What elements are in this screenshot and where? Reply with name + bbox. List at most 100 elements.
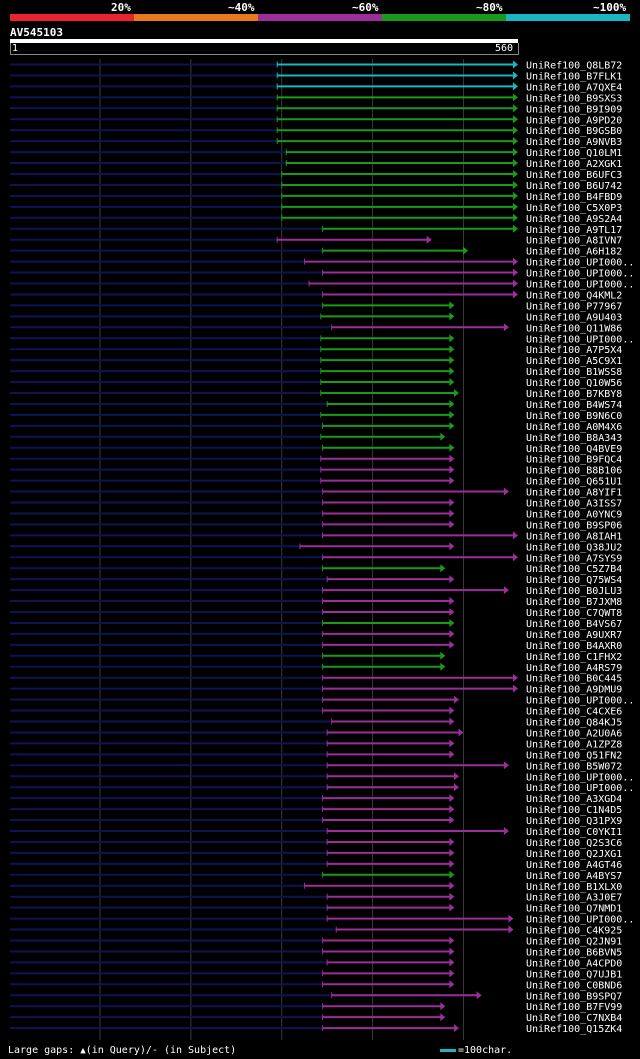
hit-arrow bbox=[449, 870, 455, 879]
legend-swatch bbox=[258, 14, 382, 21]
hit-label: UniRef100_A9UXR7 bbox=[526, 630, 622, 641]
hit-label: UniRef100_B9SP06 bbox=[526, 520, 622, 531]
hit-arrow bbox=[458, 728, 464, 737]
hit-label: UniRef100_Q51FN2 bbox=[526, 750, 622, 761]
hit-arrow bbox=[513, 60, 518, 69]
hit-label: UniRef100_A3XGD4 bbox=[526, 794, 622, 805]
hit-arrow bbox=[449, 410, 455, 419]
identity-legend: 20% ~40% ~60% ~80% ~100% bbox=[10, 0, 630, 21]
legend-swatch bbox=[506, 14, 630, 21]
hit-label: UniRef100_C5X0P3 bbox=[526, 203, 622, 214]
hit-label: UniRef100_Q2S3C6 bbox=[526, 838, 622, 849]
hit-arrow bbox=[513, 71, 518, 80]
hit-arrow bbox=[513, 202, 518, 211]
hit-arrow bbox=[449, 859, 455, 868]
hit-arrow bbox=[503, 323, 509, 332]
hit-label: UniRef100_Q31PX9 bbox=[526, 816, 622, 827]
legend-swatch bbox=[10, 14, 134, 21]
hit-label: UniRef100_A9U403 bbox=[526, 312, 622, 323]
hit-arrow bbox=[513, 115, 518, 124]
query-scale bbox=[10, 43, 519, 55]
hit-label: UniRef100_B5W072 bbox=[526, 761, 622, 772]
hit-label: UniRef100_UPI000.. bbox=[526, 269, 634, 280]
hit-label: UniRef100_A6H182 bbox=[526, 247, 622, 258]
gaps-legend: Large gaps: ▲(in Query)/- (in Subject) bbox=[8, 1045, 236, 1056]
hit-label: UniRef100_C0YKI1 bbox=[526, 827, 622, 838]
hit-label: UniRef100_UPI000.. bbox=[526, 915, 634, 926]
hit-arrow bbox=[440, 662, 446, 671]
hit-label: UniRef100_B6UFC3 bbox=[526, 170, 622, 181]
hit-arrow bbox=[449, 520, 455, 529]
hit-label: UniRef100_B8B106 bbox=[526, 466, 622, 477]
hit-arrow bbox=[513, 553, 518, 562]
hit-label: UniRef100_Q10LM1 bbox=[526, 148, 622, 159]
hit-arrow bbox=[503, 827, 509, 835]
hit-label: UniRef100_C7NXB4 bbox=[526, 1013, 622, 1024]
hit-arrow bbox=[513, 104, 518, 113]
hit-label: UniRef100_Q2JXG1 bbox=[526, 849, 622, 860]
hit-arrow bbox=[449, 936, 455, 945]
hit-label: UniRef100_A7QXE4 bbox=[526, 82, 622, 93]
hit-arrow bbox=[449, 476, 455, 485]
hit-label: UniRef100_B9FQC4 bbox=[526, 455, 622, 466]
hit-label: UniRef100_B9I909 bbox=[526, 104, 622, 115]
hit-label: UniRef100_B7FLK1 bbox=[526, 71, 622, 82]
hit-label: UniRef100_UPI000.. bbox=[526, 258, 634, 269]
hit-arrow bbox=[449, 334, 455, 343]
hit-arrow bbox=[449, 608, 455, 616]
hit-arrow bbox=[449, 301, 455, 310]
gaps-text: (in Query)/- (in Subject) bbox=[85, 1045, 237, 1056]
hit-label: UniRef100_B4WS74 bbox=[526, 400, 622, 411]
hit-arrow bbox=[513, 531, 518, 540]
hit-arrow bbox=[449, 739, 455, 748]
hit-arrow bbox=[449, 706, 455, 715]
hit-arrow bbox=[449, 421, 455, 430]
hit-label: UniRef100_A8IAH1 bbox=[526, 531, 622, 542]
hit-arrow bbox=[508, 914, 514, 923]
hit-arrow bbox=[440, 1013, 446, 1022]
legend-label: ~100% bbox=[593, 1, 627, 14]
hit-arrow bbox=[513, 180, 518, 189]
hit-arrow bbox=[513, 126, 518, 135]
hit-label: UniRef100_Q10W56 bbox=[526, 378, 622, 389]
hit-arrow bbox=[449, 969, 455, 978]
legend-label: ~80% bbox=[476, 1, 503, 14]
hit-arrow bbox=[449, 805, 455, 814]
legend-swatch bbox=[134, 14, 258, 21]
hit-label: UniRef100_A3J0E7 bbox=[526, 893, 622, 904]
hit-label: UniRef100_Q8LB72 bbox=[526, 61, 622, 72]
hit-label: UniRef100_Q4KML2 bbox=[526, 290, 622, 301]
hit-arrow bbox=[440, 651, 446, 660]
hit-label: UniRef100_Q4BVE9 bbox=[526, 444, 622, 455]
hit-label: UniRef100_A0M4X6 bbox=[526, 422, 622, 433]
hit-arrow bbox=[513, 148, 518, 157]
hit-arrow bbox=[449, 892, 455, 901]
hit-arrow bbox=[449, 717, 455, 726]
hit-arrow bbox=[449, 367, 455, 376]
hit-arrow bbox=[513, 684, 518, 693]
hit-arrow bbox=[440, 564, 446, 573]
hit-arrow bbox=[508, 925, 514, 934]
hit-label: UniRef100_Q7UJB1 bbox=[526, 969, 622, 980]
hit-arrow bbox=[440, 1002, 446, 1011]
hit-label: UniRef100_C1FHX2 bbox=[526, 652, 622, 663]
scale-legend: =100char. bbox=[440, 1045, 512, 1056]
hit-arrow bbox=[513, 213, 518, 222]
hit-arrow bbox=[449, 498, 455, 507]
hit-label: UniRef100_Q38JU2 bbox=[526, 542, 622, 553]
query-bar bbox=[10, 39, 518, 43]
hit-label: UniRef100_UPI000.. bbox=[526, 334, 634, 345]
hit-label: UniRef100_A1ZPZ8 bbox=[526, 739, 622, 750]
hit-label: UniRef100_Q84KJ5 bbox=[526, 718, 622, 729]
hit-arrow bbox=[453, 1024, 459, 1033]
hit-label: UniRef100_A9PD20 bbox=[526, 115, 622, 126]
hit-label: UniRef100_C0BND6 bbox=[526, 980, 622, 991]
query-end: 560 bbox=[495, 43, 514, 54]
hit-arrow bbox=[513, 290, 518, 299]
hit-label: UniRef100_A7P5X4 bbox=[526, 345, 622, 356]
hit-arrow bbox=[449, 597, 455, 606]
hit-arrow bbox=[426, 235, 432, 244]
hit-arrow bbox=[453, 389, 459, 397]
hit-label: UniRef100_B4AXR0 bbox=[526, 641, 622, 652]
hit-arrow bbox=[449, 848, 455, 857]
